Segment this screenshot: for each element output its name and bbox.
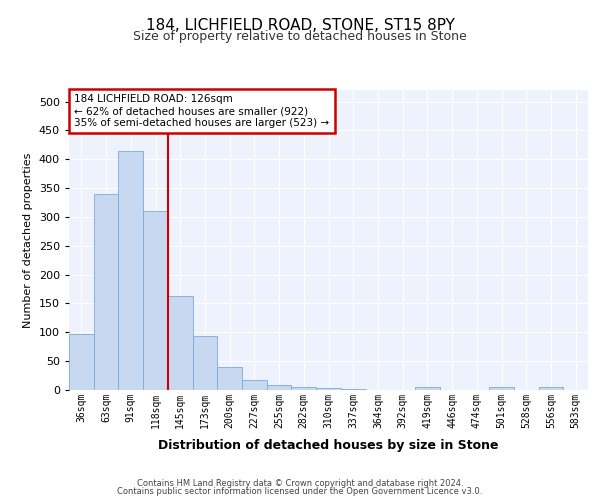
Bar (94, 194, 118, 390)
Bar (193, 336, 217, 390)
Bar (69, 334, 94, 390)
Bar (316, 388, 341, 390)
Bar (415, 386, 440, 390)
Bar (489, 387, 514, 390)
Text: 184, LICHFIELD ROAD, STONE, ST15 8PY: 184, LICHFIELD ROAD, STONE, ST15 8PY (146, 18, 454, 32)
Text: Contains public sector information licensed under the Open Government Licence v3: Contains public sector information licen… (118, 487, 482, 496)
Y-axis label: Number of detached properties: Number of detached properties (23, 152, 33, 328)
Text: 184 LICHFIELD ROAD: 126sqm
← 62% of detached houses are smaller (922)
35% of sem: 184 LICHFIELD ROAD: 126sqm ← 62% of deta… (74, 94, 329, 128)
Bar (143, 211, 168, 390)
Bar (539, 387, 563, 390)
Bar (168, 296, 193, 390)
Bar (292, 387, 316, 390)
Bar (267, 386, 292, 390)
Bar (217, 367, 242, 390)
Text: Contains HM Land Registry data © Crown copyright and database right 2024.: Contains HM Land Registry data © Crown c… (137, 478, 463, 488)
X-axis label: Distribution of detached houses by size in Stone: Distribution of detached houses by size … (158, 439, 499, 452)
Bar (242, 380, 267, 390)
Text: Size of property relative to detached houses in Stone: Size of property relative to detached ho… (133, 30, 467, 43)
Bar (118, 150, 143, 390)
